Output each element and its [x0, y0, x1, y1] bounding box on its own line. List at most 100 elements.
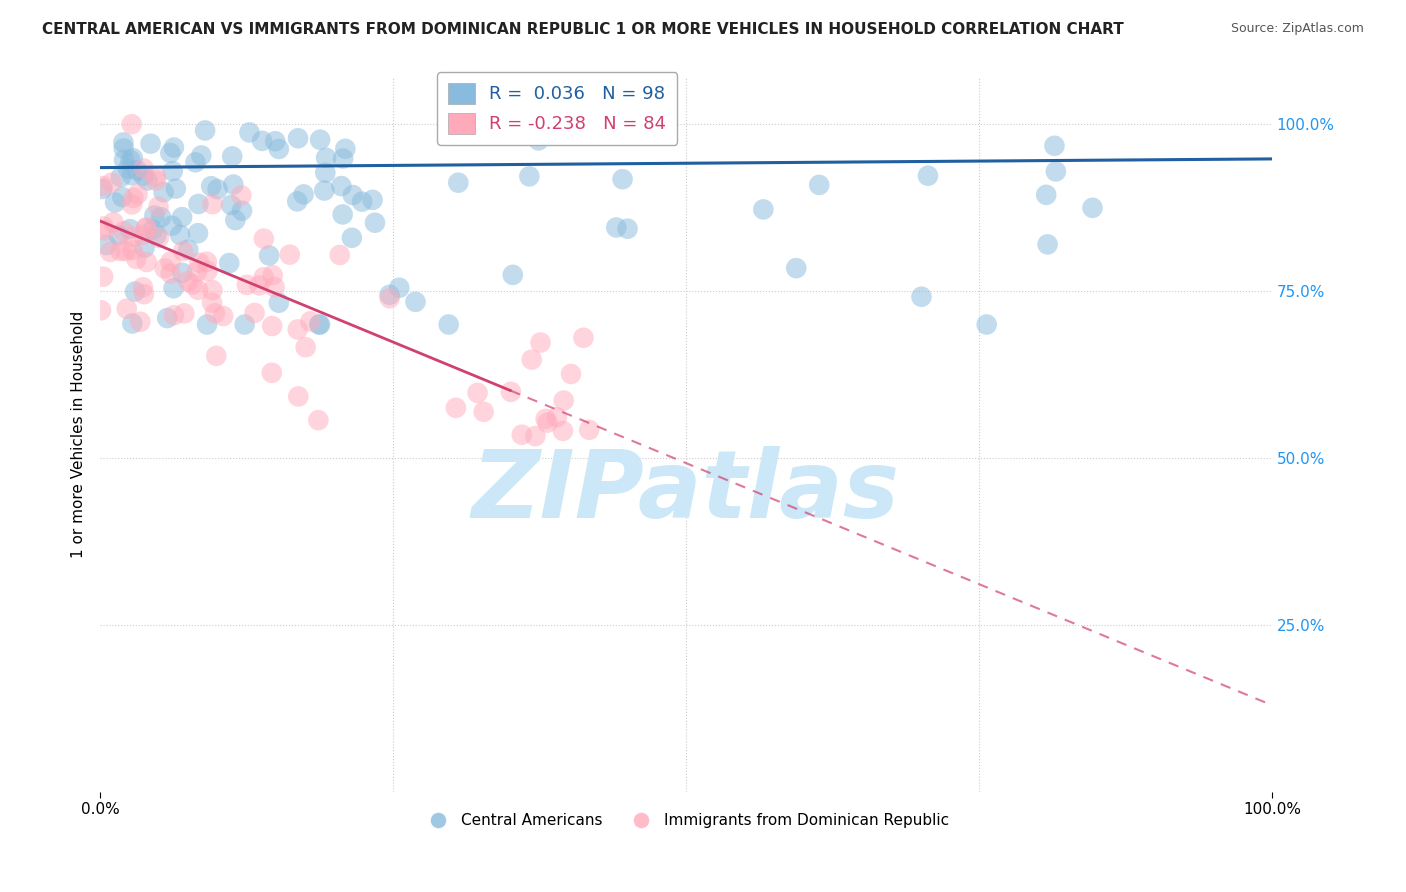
Point — [162, 164, 184, 178]
Point — [111, 190, 134, 204]
Point — [502, 268, 524, 282]
Point — [187, 283, 209, 297]
Point — [159, 146, 181, 161]
Point — [524, 429, 547, 443]
Point — [91, 179, 114, 194]
Point — [752, 202, 775, 217]
Point — [201, 283, 224, 297]
Point — [101, 176, 124, 190]
Point — [145, 228, 167, 243]
Point — [169, 227, 191, 242]
Point — [121, 243, 143, 257]
Point — [162, 281, 184, 295]
Point — [150, 211, 173, 225]
Point — [132, 161, 155, 176]
Point — [612, 172, 634, 186]
Point — [91, 219, 114, 234]
Point — [292, 187, 315, 202]
Point — [388, 281, 411, 295]
Point — [378, 291, 401, 305]
Point — [520, 352, 543, 367]
Point — [121, 117, 143, 131]
Point — [534, 412, 557, 426]
Point — [156, 311, 179, 326]
Point — [186, 265, 208, 279]
Point — [204, 306, 226, 320]
Point — [201, 197, 224, 211]
Point — [560, 367, 582, 381]
Point — [145, 173, 167, 187]
Point — [307, 413, 329, 427]
Point — [195, 318, 218, 332]
Point — [616, 221, 638, 235]
Point — [572, 331, 595, 345]
Point — [1045, 164, 1067, 178]
Point — [121, 197, 143, 211]
Point — [243, 306, 266, 320]
Point — [148, 230, 170, 244]
Point — [112, 141, 135, 155]
Point — [238, 125, 260, 139]
Point — [527, 133, 550, 147]
Point — [187, 226, 209, 240]
Point — [197, 264, 219, 278]
Point — [114, 244, 136, 258]
Point — [160, 219, 183, 233]
Point — [499, 384, 522, 399]
Point — [910, 290, 932, 304]
Point — [122, 151, 145, 165]
Point — [257, 248, 280, 262]
Point — [309, 318, 332, 332]
Point — [551, 424, 574, 438]
Point — [976, 318, 998, 332]
Point — [134, 241, 156, 255]
Point — [112, 224, 135, 238]
Point — [315, 151, 337, 165]
Point — [93, 223, 115, 237]
Point — [163, 140, 186, 154]
Point — [546, 410, 568, 425]
Point — [104, 195, 127, 210]
Point — [159, 254, 181, 268]
Point — [299, 314, 322, 328]
Point — [364, 216, 387, 230]
Point — [352, 194, 374, 209]
Point — [135, 255, 157, 269]
Point — [330, 179, 353, 194]
Point — [262, 268, 284, 283]
Point — [143, 209, 166, 223]
Point — [578, 423, 600, 437]
Point — [98, 244, 121, 259]
Point — [132, 280, 155, 294]
Point — [314, 184, 336, 198]
Point — [517, 169, 540, 184]
Point — [121, 317, 143, 331]
Point — [173, 306, 195, 320]
Point — [129, 315, 152, 329]
Point — [125, 252, 148, 266]
Point — [378, 288, 401, 302]
Point — [287, 131, 309, 145]
Point — [135, 220, 157, 235]
Y-axis label: 1 or more Vehicles in Household: 1 or more Vehicles in Household — [72, 311, 86, 558]
Point — [285, 194, 308, 209]
Point — [152, 185, 174, 199]
Text: Source: ZipAtlas.com: Source: ZipAtlas.com — [1230, 22, 1364, 36]
Point — [184, 155, 207, 169]
Point — [91, 269, 114, 284]
Point — [218, 256, 240, 270]
Point — [329, 248, 352, 262]
Point — [132, 169, 155, 183]
Point — [187, 197, 209, 211]
Point — [172, 244, 194, 258]
Point — [142, 223, 165, 237]
Point — [172, 210, 194, 224]
Point — [122, 191, 145, 205]
Point — [194, 123, 217, 137]
Point — [553, 393, 575, 408]
Point — [91, 182, 114, 196]
Point — [309, 133, 332, 147]
Text: CENTRAL AMERICAN VS IMMIGRANTS FROM DOMINICAN REPUBLIC 1 OR MORE VEHICLES IN HOU: CENTRAL AMERICAN VS IMMIGRANTS FROM DOMI… — [42, 22, 1123, 37]
Point — [263, 280, 285, 294]
Point — [1035, 187, 1057, 202]
